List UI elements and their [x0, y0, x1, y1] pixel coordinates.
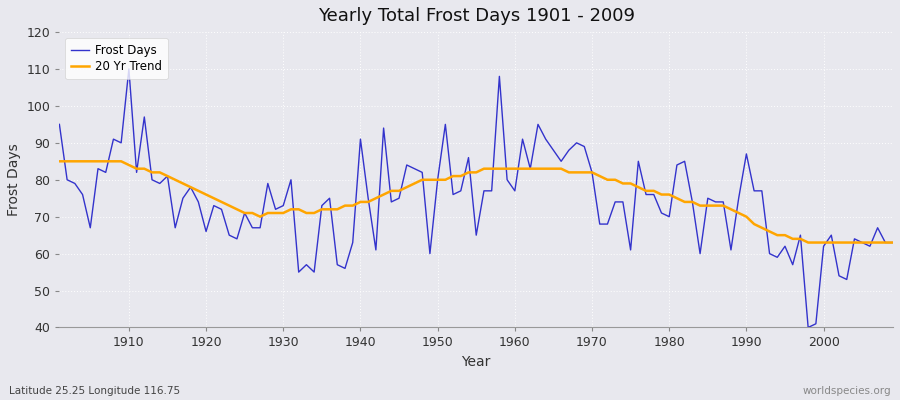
- 20 Yr Trend: [332, 207, 343, 212]
- Frost Days: [509, 188, 520, 193]
- 20 Yr Trend: [887, 240, 898, 245]
- 20 Yr Trend: [602, 177, 613, 182]
- 20 Yr Trend: [501, 166, 512, 171]
- Frost Days: [610, 200, 621, 204]
- 20 Yr Trend: [509, 166, 520, 171]
- X-axis label: Year: Year: [462, 355, 490, 369]
- 20 Yr Trend: [285, 207, 296, 212]
- Line: Frost Days: Frost Days: [59, 69, 893, 328]
- Text: Latitude 25.25 Longitude 116.75: Latitude 25.25 Longitude 116.75: [9, 386, 180, 396]
- Line: 20 Yr Trend: 20 Yr Trend: [59, 161, 893, 242]
- Legend: Frost Days, 20 Yr Trend: Frost Days, 20 Yr Trend: [66, 38, 167, 79]
- 20 Yr Trend: [116, 159, 127, 164]
- Frost Days: [293, 270, 304, 274]
- Frost Days: [339, 266, 350, 271]
- 20 Yr Trend: [803, 240, 814, 245]
- Frost Days: [803, 325, 814, 330]
- Y-axis label: Frost Days: Frost Days: [7, 143, 21, 216]
- Frost Days: [54, 122, 65, 127]
- 20 Yr Trend: [54, 159, 65, 164]
- Title: Yearly Total Frost Days 1901 - 2009: Yearly Total Frost Days 1901 - 2009: [318, 7, 634, 25]
- Frost Days: [518, 137, 528, 142]
- Frost Days: [887, 240, 898, 245]
- Frost Days: [116, 140, 127, 145]
- Frost Days: [123, 66, 134, 71]
- Text: worldspecies.org: worldspecies.org: [803, 386, 891, 396]
